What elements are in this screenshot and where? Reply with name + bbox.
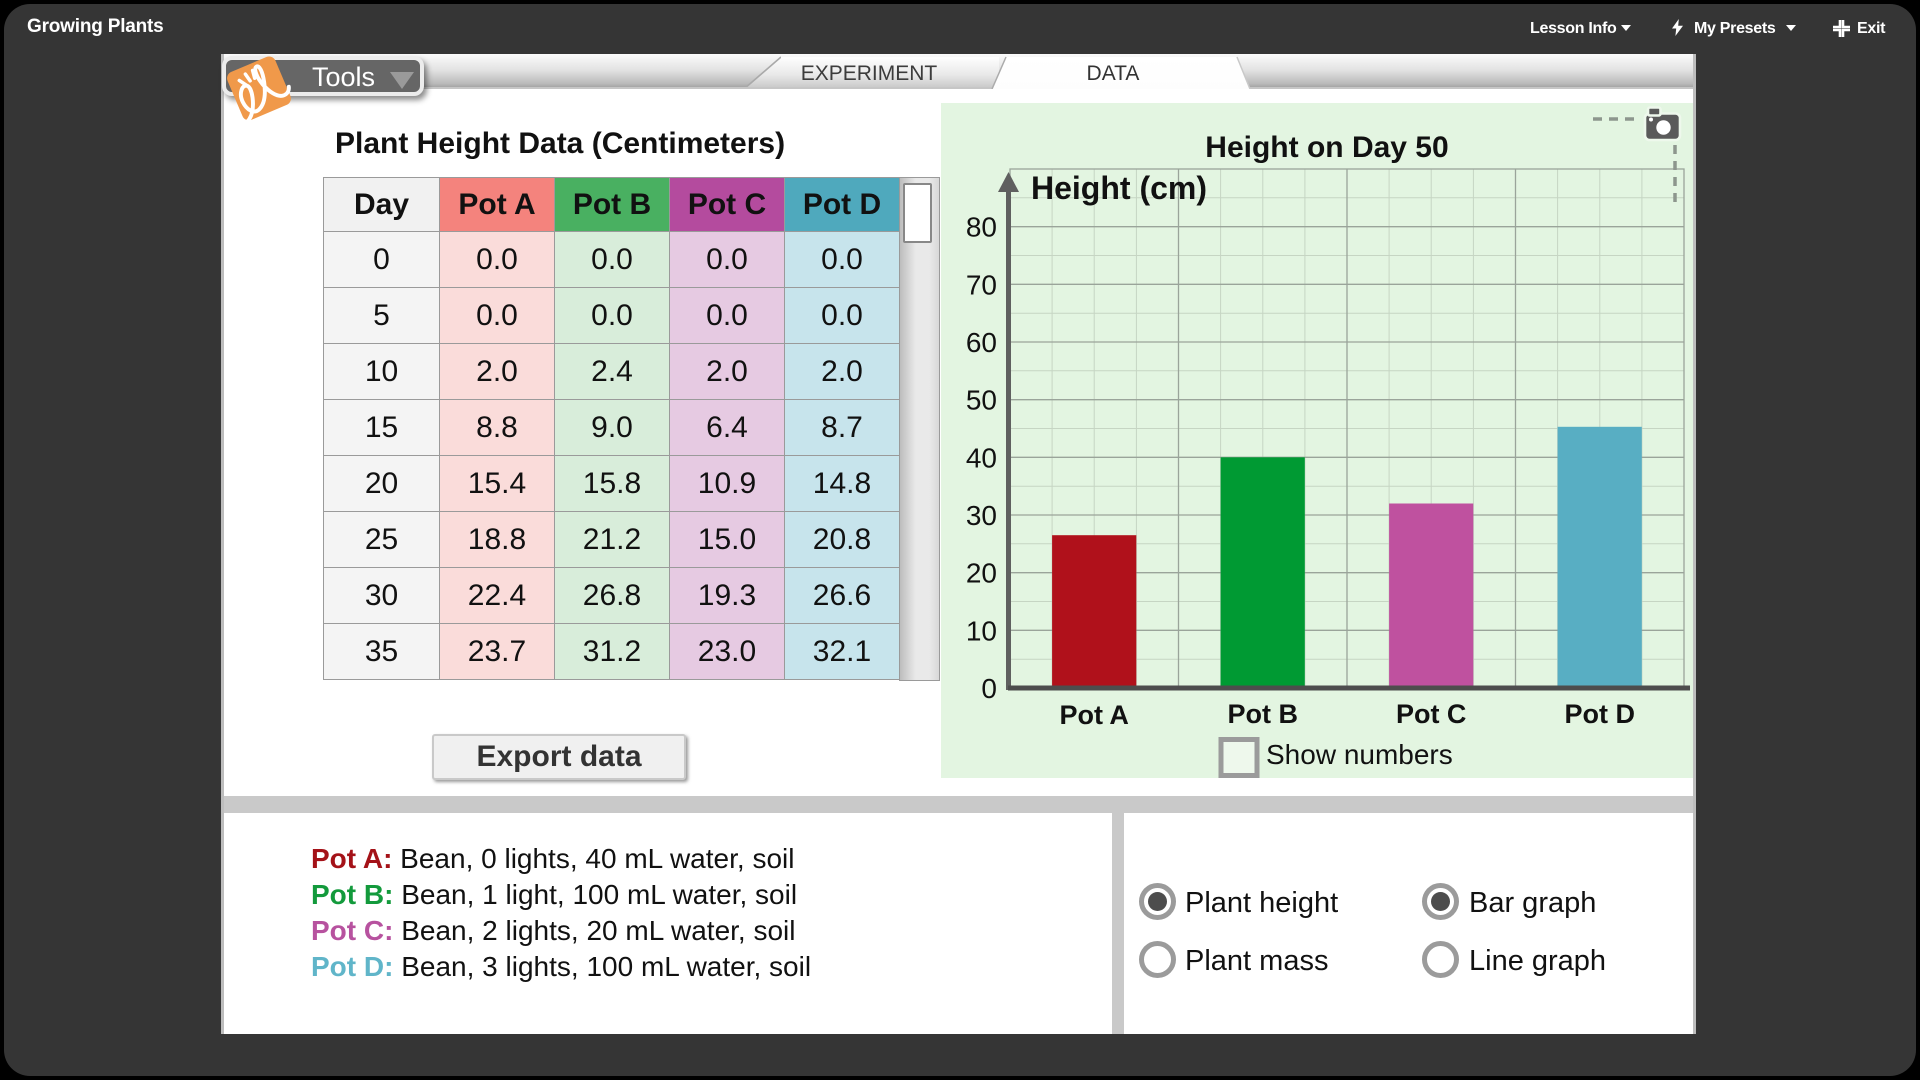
- svg-text:DATA: DATA: [1087, 62, 1140, 85]
- svg-text:50: 50: [966, 385, 997, 416]
- svg-text:40: 40: [966, 442, 997, 473]
- svg-text:20: 20: [966, 558, 997, 589]
- svg-text:Height (cm): Height (cm): [1031, 170, 1207, 206]
- svg-text:30: 30: [966, 500, 997, 531]
- svg-text:70: 70: [966, 269, 997, 300]
- svg-text:80: 80: [966, 212, 997, 243]
- svg-text:Show numbers: Show numbers: [1266, 739, 1453, 770]
- svg-text:EXPERIMENT: EXPERIMENT: [801, 62, 938, 85]
- svg-text:10: 10: [966, 615, 997, 646]
- svg-text:0: 0: [981, 673, 997, 704]
- svg-text:Pot D: Pot D: [1565, 699, 1636, 729]
- svg-text:Pot A: Pot A: [1059, 700, 1129, 730]
- svg-text:60: 60: [966, 327, 997, 358]
- svg-text:Pot C: Pot C: [1396, 699, 1467, 729]
- svg-text:Pot B: Pot B: [1228, 699, 1299, 729]
- svg-text:Height on Day 50: Height on Day 50: [1205, 131, 1448, 164]
